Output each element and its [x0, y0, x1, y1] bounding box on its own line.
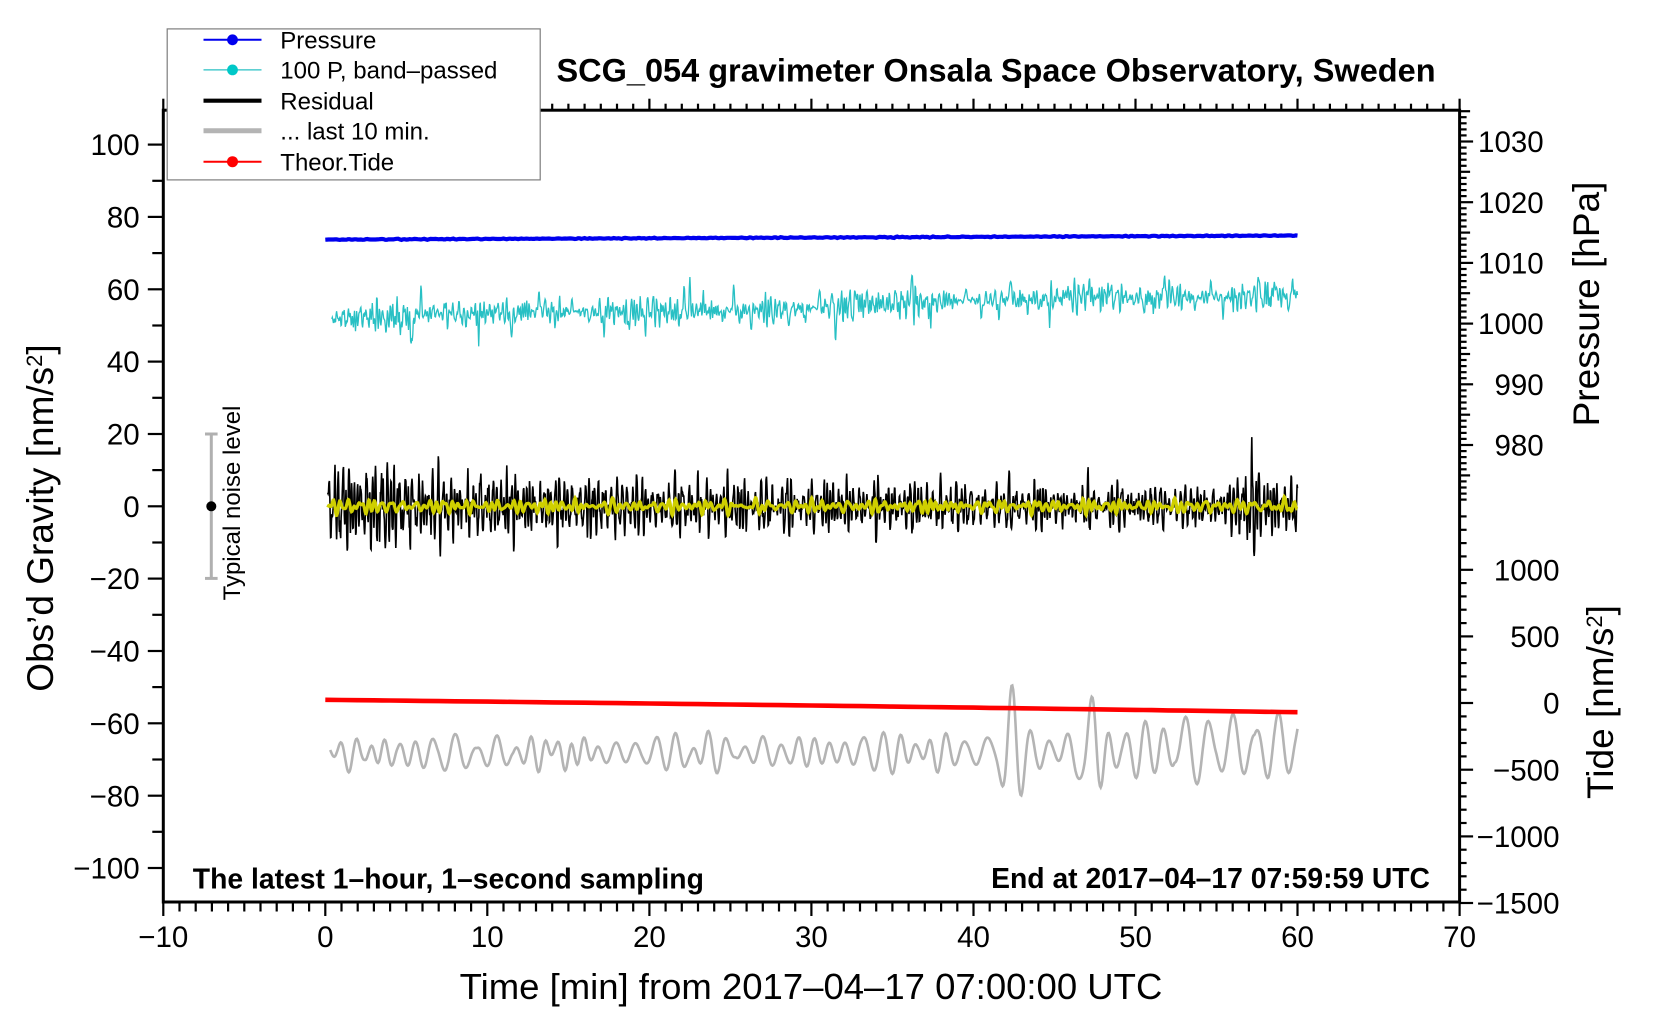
svg-text:30: 30 [795, 921, 828, 954]
svg-text:End at 2017–04–17 07:59:59 UTC: End at 2017–04–17 07:59:59 UTC [991, 862, 1430, 894]
svg-text:980: 980 [1494, 430, 1543, 463]
svg-text:10: 10 [471, 921, 504, 954]
svg-text:Time [min] from 2017–04–17 07:: Time [min] from 2017–04–17 07:00:00 UTC [460, 966, 1163, 1007]
svg-text:60: 60 [1281, 921, 1314, 954]
svg-text:... last 10 min.: ... last 10 min. [280, 119, 429, 146]
svg-text:0: 0 [123, 491, 139, 524]
svg-text:500: 500 [1510, 621, 1559, 654]
svg-text:80: 80 [107, 202, 140, 235]
svg-text:40: 40 [957, 921, 990, 954]
svg-text:−80: −80 [90, 780, 140, 813]
svg-text:40: 40 [107, 346, 140, 379]
svg-text:0: 0 [1543, 688, 1559, 721]
svg-text:1000: 1000 [1494, 554, 1560, 587]
svg-text:−40: −40 [90, 636, 140, 669]
svg-text:Residual: Residual [280, 89, 373, 116]
svg-text:Typical noise level: Typical noise level [219, 406, 246, 601]
svg-text:1000: 1000 [1478, 308, 1544, 341]
svg-text:20: 20 [107, 419, 140, 452]
svg-text:70: 70 [1443, 921, 1476, 954]
svg-text:Pressure [hPa]: Pressure [hPa] [1566, 182, 1607, 427]
svg-text:Obs’d Gravity [nm/s2]: Obs’d Gravity [nm/s2] [20, 344, 61, 691]
svg-text:60: 60 [107, 274, 140, 307]
svg-text:1010: 1010 [1478, 248, 1544, 281]
svg-text:−10: −10 [138, 921, 188, 954]
svg-text:−1000: −1000 [1477, 821, 1560, 854]
svg-text:Tide [nm/s2]: Tide [nm/s2] [1580, 605, 1621, 799]
svg-text:50: 50 [1119, 921, 1152, 954]
svg-text:20: 20 [633, 921, 666, 954]
svg-text:0: 0 [317, 921, 333, 954]
svg-text:−20: −20 [90, 563, 140, 596]
svg-text:100 P, band–passed: 100 P, band–passed [280, 58, 497, 85]
svg-text:The latest 1–hour, 1–second sa: The latest 1–hour, 1–second sampling [193, 863, 704, 895]
svg-text:990: 990 [1494, 369, 1543, 402]
svg-text:1020: 1020 [1478, 187, 1544, 220]
svg-text:100: 100 [90, 129, 139, 162]
svg-text:Theor.Tide: Theor.Tide [280, 150, 394, 177]
svg-text:1030: 1030 [1478, 126, 1544, 159]
svg-text:SCG_054 gravimeter Onsala Spac: SCG_054 gravimeter Onsala Space Observat… [556, 53, 1435, 89]
svg-text:−500: −500 [1493, 754, 1559, 787]
svg-text:−60: −60 [90, 708, 140, 741]
svg-text:Pressure: Pressure [280, 28, 376, 55]
svg-text:−1500: −1500 [1477, 888, 1560, 921]
svg-text:−100: −100 [73, 853, 139, 886]
